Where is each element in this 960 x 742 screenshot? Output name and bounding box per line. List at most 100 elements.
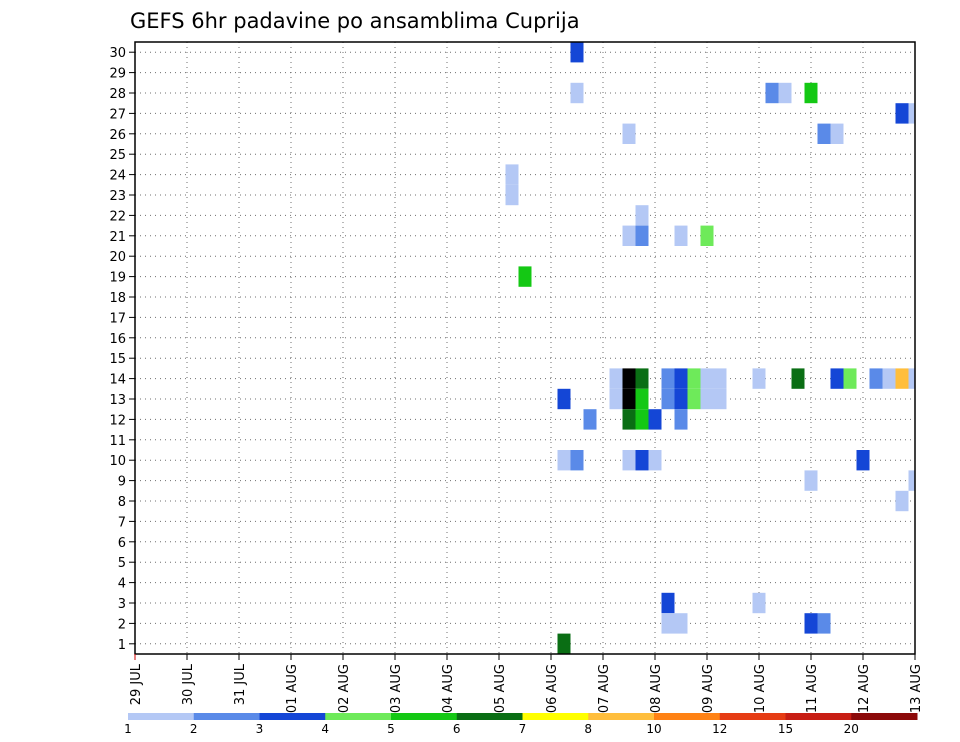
data-cell [843,368,857,389]
y-tick-label: 19 [109,271,126,286]
y-tick-label: 16 [109,332,126,347]
y-tick-label: 21 [109,230,126,245]
plot-frame [134,41,916,655]
y-tick-label: 5 [118,556,126,571]
data-cell [622,123,636,144]
data-cell [674,409,688,430]
colorbar: 1 2 3 4 5 6 7 8 10 12 15 20 [124,713,918,736]
data-cell [713,388,727,410]
data-cell [700,388,714,410]
y-tick-label: 14 [109,373,126,388]
colorbar-swatch [259,713,326,720]
colorbar-label: 1 [124,722,132,736]
y-tick-label: 17 [109,311,126,326]
y-tick-label: 1 [118,638,126,653]
data-cell [882,368,896,389]
data-cell [674,388,688,410]
data-cell [635,450,649,471]
y-tick-label: 25 [109,148,126,163]
x-tick-label: 05 AUG [493,664,508,713]
y-axis: 1234567891011121314151617181920212223242… [109,46,135,653]
data-cell [674,225,688,246]
data-cell [687,388,701,410]
x-tick-label: 04 AUG [441,664,456,713]
data-cell [557,633,571,654]
data-cell [609,388,623,410]
data-cell [661,592,675,614]
data-cell [752,368,766,389]
y-tick-label: 13 [109,393,126,408]
data-cell [908,470,915,491]
y-tick-label: 24 [109,169,126,184]
y-tick-label: 11 [109,434,126,449]
data-cell [895,368,909,389]
colorbar-swatch [128,713,195,720]
data-cell [908,368,915,389]
colorbar-label: 4 [321,722,329,736]
colorbar-swatch [588,713,655,720]
x-tick-label: 09 AUG [701,664,716,713]
data-cell [609,368,623,389]
data-cell [804,82,818,104]
data-cell [687,368,701,389]
data-cell [830,123,844,144]
data-cell [791,368,805,389]
x-tick-label: 29 JUL [129,663,144,705]
x-tick-label: 08 AUG [649,664,664,713]
y-tick-label: 10 [109,454,126,469]
x-tick-label: 12 AUG [857,664,872,713]
x-tick-label: 01 AUG [285,664,300,713]
data-cell [895,490,909,512]
x-tick-label: 30 JUL [181,663,196,705]
y-tick-label: 26 [109,128,126,143]
y-tick-label: 3 [118,597,126,612]
colorbar-swatch [325,713,392,720]
data-cell [856,450,870,471]
x-tick-label: 03 AUG [389,664,404,713]
data-cell [622,450,636,471]
x-tick-label: 31 JUL [233,663,248,705]
data-cell [700,368,714,389]
colorbar-swatch [193,713,260,720]
data-cell [661,368,675,389]
x-tick-label: 11 AUG [805,664,820,713]
data-cell [830,368,844,389]
data-cell [869,368,883,389]
data-cell [518,266,532,287]
data-cell [622,368,636,389]
colorbar-swatch [851,713,918,720]
data-cell [505,164,519,185]
data-cell [635,205,649,226]
data-cell [817,613,831,634]
y-tick-label: 28 [109,87,126,102]
colorbar-label: 12 [712,722,727,736]
colorbar-label: 15 [778,722,793,736]
data-cell [713,368,727,389]
data-cell [804,470,818,491]
x-tick-label: 02 AUG [337,664,352,713]
colorbar-label: 2 [190,722,198,736]
colorbar-label: 20 [844,722,859,736]
data-cell [505,184,519,206]
y-tick-label: 4 [118,577,126,592]
data-cell [804,613,818,634]
data-cell [765,82,779,104]
y-tick-label: 30 [109,46,126,61]
x-tick-label: 06 AUG [545,664,560,713]
y-tick-label: 2 [118,617,126,632]
colorbar-label: 8 [584,722,592,736]
colorbar-swatch [456,713,523,720]
grid [135,42,915,654]
data-cell [661,613,675,634]
y-tick-label: 15 [109,352,126,367]
data-cell [557,388,571,410]
colorbar-label: 5 [387,722,395,736]
data-cell [635,388,649,410]
y-tick-label: 8 [118,495,126,510]
y-tick-label: 9 [118,475,126,490]
chart-title: GEFS 6hr padavine po ansamblima Cuprija [130,9,580,33]
data-cell [622,409,636,430]
y-tick-label: 23 [109,189,126,204]
data-cell [557,450,571,471]
